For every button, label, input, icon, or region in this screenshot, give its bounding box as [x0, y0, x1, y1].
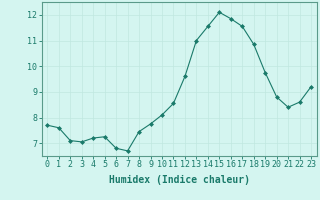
X-axis label: Humidex (Indice chaleur): Humidex (Indice chaleur)	[109, 175, 250, 185]
